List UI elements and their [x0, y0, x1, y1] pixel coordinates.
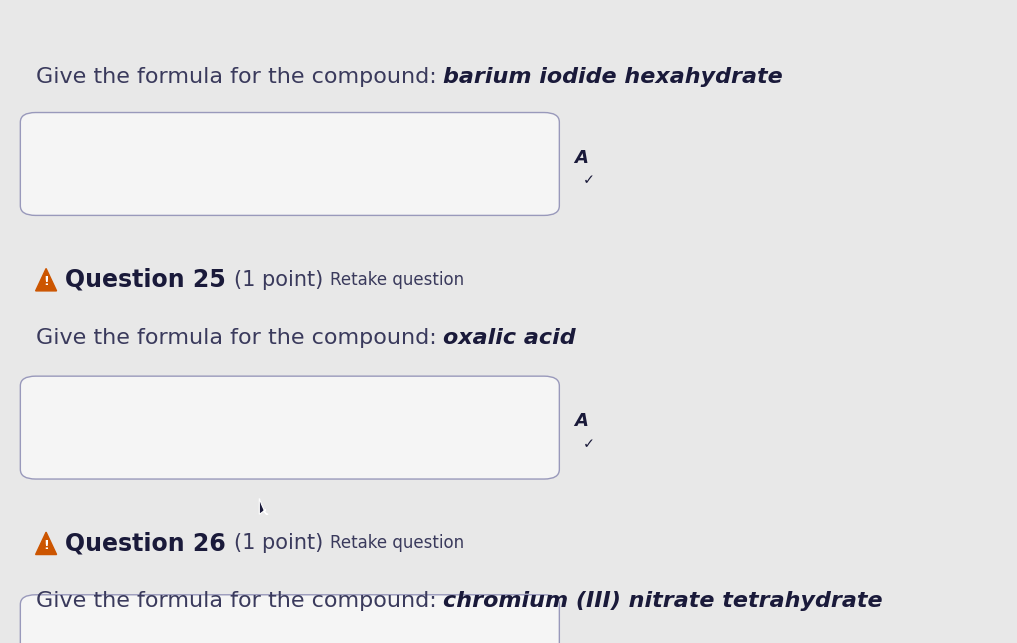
FancyBboxPatch shape — [20, 595, 559, 643]
Text: Question 25: Question 25 — [65, 267, 234, 292]
Text: !: ! — [43, 275, 49, 288]
FancyBboxPatch shape — [20, 376, 559, 479]
Text: Question 26: Question 26 — [65, 531, 234, 556]
Text: A: A — [575, 412, 589, 430]
Text: !: ! — [43, 539, 49, 552]
Text: ✓: ✓ — [583, 173, 595, 187]
Text: chromium (III) nitrate tetrahydrate: chromium (III) nitrate tetrahydrate — [443, 591, 883, 611]
Text: Retake question: Retake question — [330, 271, 464, 289]
Polygon shape — [259, 498, 268, 514]
Polygon shape — [36, 532, 57, 554]
Text: Retake question: Retake question — [330, 534, 464, 552]
Text: Give the formula for the compound:: Give the formula for the compound: — [36, 67, 443, 87]
Polygon shape — [36, 269, 57, 291]
Text: A: A — [575, 149, 589, 167]
FancyBboxPatch shape — [20, 113, 559, 215]
Text: oxalic acid: oxalic acid — [443, 327, 576, 348]
Text: (1 point): (1 point) — [234, 269, 330, 290]
Text: barium iodide hexahydrate: barium iodide hexahydrate — [443, 67, 783, 87]
Text: (1 point): (1 point) — [234, 533, 330, 554]
Text: Give the formula for the compound:: Give the formula for the compound: — [36, 327, 443, 348]
Text: ✓: ✓ — [583, 437, 595, 451]
Text: Give the formula for the compound:: Give the formula for the compound: — [36, 591, 443, 611]
